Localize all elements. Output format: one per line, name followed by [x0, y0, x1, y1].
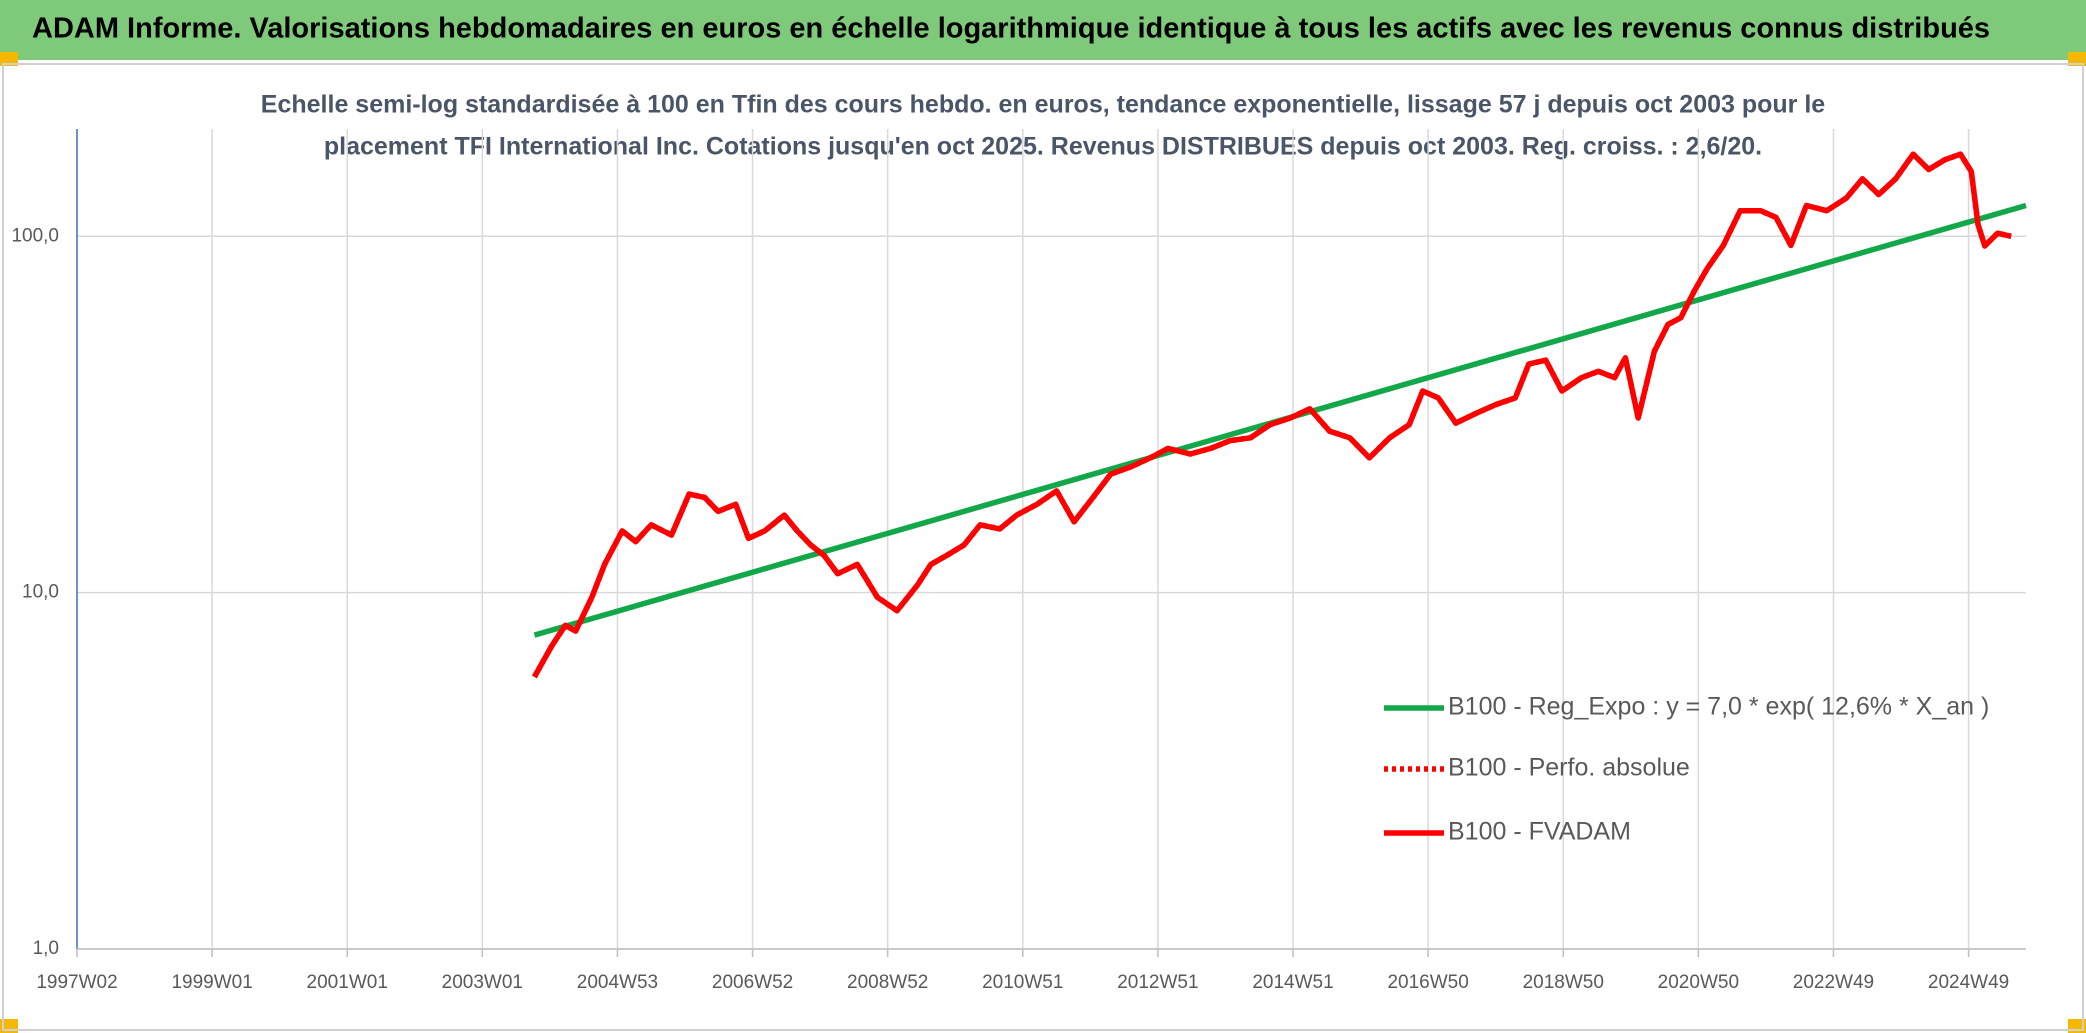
x-tick-label: 2003W01	[442, 972, 523, 993]
corner-mark	[2068, 52, 2086, 66]
chart-border	[2, 63, 2084, 1031]
x-tick-label: 2012W51	[1117, 972, 1198, 993]
x-tick-label: 2020W50	[1658, 972, 1739, 993]
x-tick-label: 2016W50	[1387, 972, 1468, 993]
x-tick-label: 1997W02	[36, 972, 117, 993]
y-tick-label: 10,0	[22, 582, 59, 603]
y-tick-label: 1,0	[33, 938, 59, 959]
x-tick-label: 2004W53	[577, 972, 658, 993]
y-tick-label: 100,0	[11, 225, 59, 246]
x-tick-label: 2008W52	[847, 972, 928, 993]
chart-title: ADAM Informe. Valorisations hebdomadaire…	[32, 13, 1990, 45]
x-tick-label: 2010W51	[982, 972, 1063, 993]
corner-mark	[0, 52, 18, 66]
x-tick-label: 2022W49	[1793, 972, 1874, 993]
x-tick-label: 1999W01	[171, 972, 252, 993]
chart-subtitle: Echelle semi-log standardisée à 100 en T…	[261, 91, 1826, 119]
chart-subtitle: placement TFI International Inc. Cotatio…	[324, 133, 1762, 161]
x-tick-label: 2001W01	[307, 972, 388, 993]
legend-label: B100 - FVADAM	[1448, 818, 1631, 846]
series-line	[531, 151, 2012, 679]
header-bar	[0, 0, 2086, 60]
legend-label: B100 - Perfo. absolue	[1448, 754, 1690, 782]
x-tick-label: 2014W51	[1252, 972, 1333, 993]
x-tick-label: 2006W52	[712, 972, 793, 993]
x-tick-label: 2018W50	[1523, 972, 1604, 993]
legend-label: B100 - Reg_Expo : y = 7,0 * exp( 12,6% *…	[1448, 693, 1989, 721]
x-tick-label: 2024W49	[1928, 972, 2009, 993]
